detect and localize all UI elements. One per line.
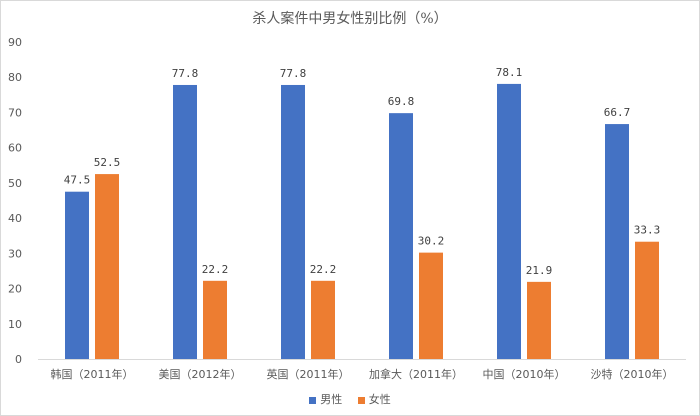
bar-female [419,252,443,359]
y-tick-label: 10 [8,318,22,331]
y-tick-label: 70 [8,106,22,119]
bar-male [389,113,413,359]
data-label: 30.2 [418,235,445,248]
bar-male [281,84,305,360]
x-tick-label: 韩国（2011年） [51,367,134,381]
legend-label-female: 女性 [368,393,391,406]
legend-label-male: 男性 [320,393,343,406]
data-label: 78.1 [496,66,523,79]
y-tick-label: 40 [8,212,22,225]
data-label: 47.5 [64,174,91,187]
data-label: 33.3 [634,224,661,237]
x-tick-label: 加拿大（2011年） [369,367,463,381]
bar-female [311,280,335,359]
data-label: 22.2 [310,263,337,276]
y-tick-label: 50 [8,177,22,190]
legend-swatch-female [357,396,365,404]
data-label: 77.8 [172,67,199,80]
bar-female [527,281,551,359]
data-label: 77.8 [280,67,307,80]
bar-female [203,280,227,359]
bar-female [635,241,659,359]
x-tick-label: 美国（2012年） [159,367,242,381]
x-tick-label: 英国（2011年） [267,367,350,381]
y-tick-label: 90 [8,36,22,49]
bar-female [95,174,119,359]
bar-male [605,124,629,359]
legend: 男性 女性 [0,391,700,407]
y-tick-label: 0 [15,353,22,366]
chart-title: 杀人案件中男女性别比例（%） [252,11,448,27]
bar-male [65,191,89,359]
legend-swatch-male [309,396,317,404]
y-tick-label: 80 [8,71,22,84]
data-label: 66.7 [604,106,631,119]
data-label: 69.8 [388,95,415,108]
bar-male [173,84,197,360]
data-label: 21.9 [526,264,553,277]
y-tick-label: 30 [8,247,22,260]
y-tick-label: 20 [8,283,22,296]
data-label: 52.5 [94,156,121,169]
x-tick-label: 中国（2010年） [483,367,566,381]
legend-item-female: 女性 [357,391,391,407]
data-label: 22.2 [202,263,229,276]
x-tick-label: 沙特（2010年） [591,367,674,381]
y-tick-label: 60 [8,142,22,155]
legend-item-male: 男性 [309,391,342,407]
bar-male [497,83,521,360]
